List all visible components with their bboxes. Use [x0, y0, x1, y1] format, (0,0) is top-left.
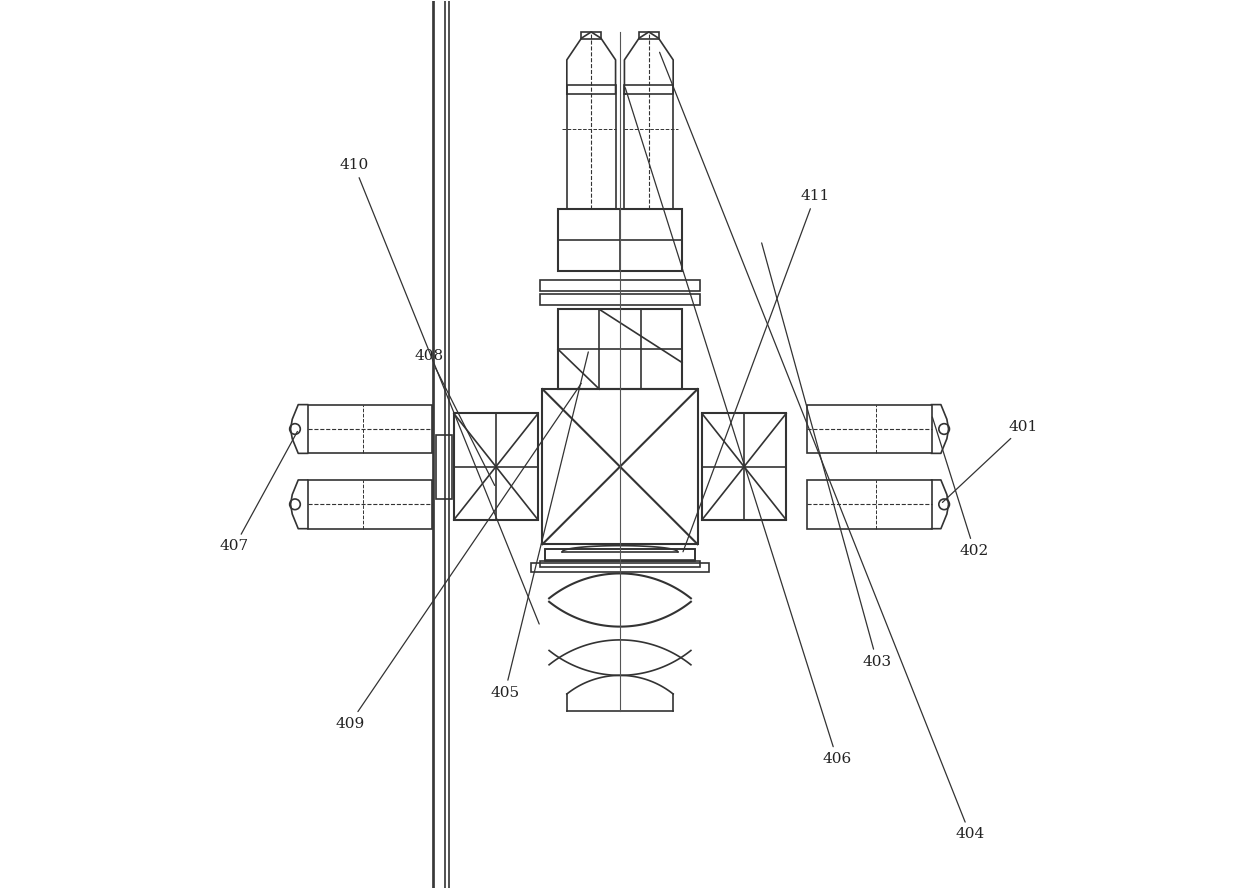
Bar — [541, 280, 699, 291]
Bar — [558, 309, 682, 389]
Text: 407: 407 — [219, 431, 298, 554]
Text: 410: 410 — [340, 158, 539, 624]
Bar — [541, 294, 699, 305]
Bar — [558, 209, 682, 271]
Bar — [436, 435, 453, 499]
Text: 406: 406 — [625, 88, 852, 766]
Bar — [542, 389, 698, 544]
Bar — [567, 85, 615, 209]
Bar — [807, 480, 931, 529]
Bar — [807, 404, 931, 453]
Bar — [433, 0, 445, 889]
Bar — [582, 32, 601, 39]
Bar — [308, 404, 432, 453]
Bar — [702, 413, 786, 520]
Text: 404: 404 — [660, 52, 985, 841]
Text: 408: 408 — [415, 348, 495, 485]
Bar — [544, 549, 696, 560]
Text: 401: 401 — [942, 420, 1038, 502]
Bar — [544, 549, 696, 561]
Bar — [454, 413, 538, 520]
Bar — [541, 561, 699, 567]
Text: 403: 403 — [761, 243, 892, 669]
Bar — [308, 480, 432, 529]
Bar — [625, 85, 673, 209]
Text: 411: 411 — [683, 189, 830, 552]
Bar — [434, 0, 449, 889]
Bar — [639, 32, 658, 39]
Bar — [532, 563, 708, 572]
Text: 405: 405 — [490, 352, 588, 700]
Text: 409: 409 — [335, 383, 582, 731]
Text: 402: 402 — [932, 417, 990, 557]
